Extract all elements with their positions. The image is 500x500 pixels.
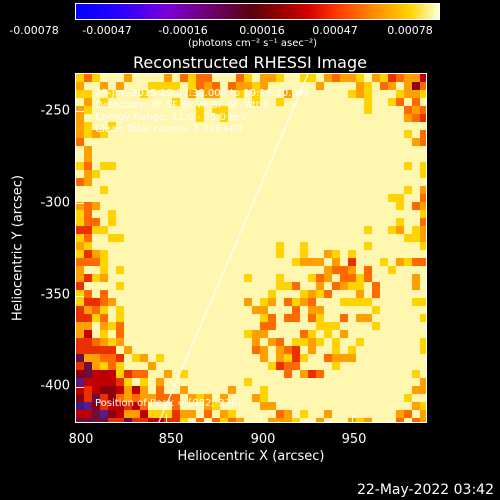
colorbar-tick-label: 0.00047: [312, 24, 358, 37]
footer-date: 22-May-2022 03:42: [356, 482, 494, 498]
y-tick-mark: [76, 111, 84, 112]
y-tick-mark: [76, 203, 84, 204]
y-tick-mark: [76, 387, 84, 388]
annotation-detectors: Detectors: 3F 5F 6F 7F 8F 9F, Att 0: [95, 100, 270, 111]
y-tick-label: -400: [40, 378, 70, 394]
colorbar-units: (photons cm⁻² s⁻¹ asec⁻²): [188, 38, 318, 49]
x-tick-label: 900: [250, 432, 276, 447]
y-tick-label: -300: [40, 195, 70, 211]
limb-line: [158, 74, 309, 422]
y-tick-label: -250: [40, 103, 70, 119]
x-tick-mark: [260, 414, 261, 422]
colorbar: [75, 3, 440, 20]
colorbar-tick-label: -0.00078: [9, 24, 59, 37]
colorbar-tick-label: -0.00016: [158, 24, 208, 37]
y-tick-mark: [76, 296, 84, 297]
colorbar-tick-label: 0.00016: [239, 24, 285, 37]
x-tick-label: 950: [341, 432, 367, 447]
annotation-energy: Energy Range: 12.0 - 25.0 keV: [95, 112, 248, 123]
colorbar-tick-label: 0.00078: [387, 24, 433, 37]
annotation-clean: Clean Total counts: 3.32E+03: [95, 124, 243, 135]
x-tick-mark: [352, 414, 353, 422]
heatmap-image: [76, 74, 426, 422]
y-tick-label: -350: [40, 287, 70, 303]
x-axis-label: Heliocentric X (arcsec): [177, 449, 325, 464]
x-tick-mark: [166, 414, 167, 422]
annotation-time: 23-Jun-2015 19:07:38.000 to 19:10:20.000: [95, 88, 311, 99]
x-tick-label: 800: [68, 432, 94, 447]
annotation-peak: Position of Peak = [982,-336]: [95, 398, 242, 409]
y-axis-label: Heliocentric Y (arcsec): [10, 175, 26, 321]
colorbar-tick-label: -0.00047: [82, 24, 132, 37]
x-tick-label: 850: [158, 432, 184, 447]
plot-title: Reconstructed RHESSI Image: [133, 53, 367, 72]
solar-image-plot: 23-Jun-2015 19:07:38.000 to 19:10:20.000…: [75, 73, 427, 423]
